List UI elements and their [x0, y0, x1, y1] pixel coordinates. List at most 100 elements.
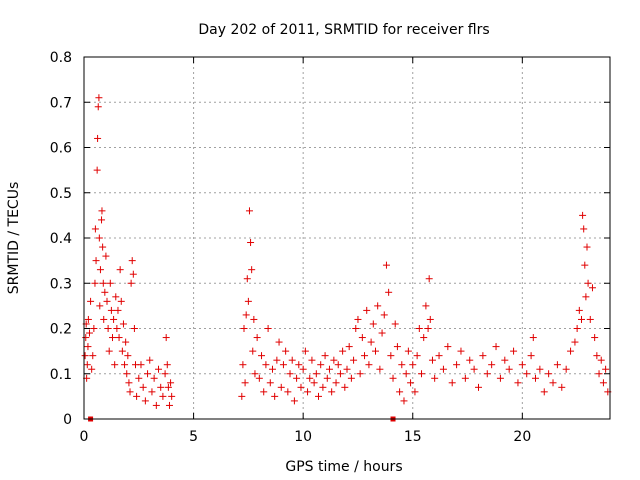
- x-tick-label: 20: [513, 429, 531, 445]
- data-point: [424, 325, 432, 332]
- data-point: [98, 216, 106, 224]
- data-point: [96, 302, 104, 310]
- x-tick-label: 0: [80, 429, 89, 445]
- data-point: [91, 279, 99, 287]
- data-point: [581, 261, 589, 269]
- data-point: [124, 352, 132, 360]
- data-point: [121, 361, 129, 369]
- data-point: [81, 352, 89, 360]
- data-point: [262, 361, 270, 369]
- data-point: [152, 401, 160, 409]
- data-point: [350, 356, 358, 364]
- data-point: [101, 288, 109, 296]
- data-point: [284, 388, 292, 396]
- data-point: [249, 347, 257, 355]
- data-point: [376, 365, 384, 373]
- data-point: [93, 166, 101, 174]
- data-point: [475, 383, 482, 391]
- data-point: [306, 374, 314, 382]
- data-point: [111, 361, 119, 369]
- data-point: [514, 379, 522, 387]
- data-point: [527, 352, 535, 360]
- data-point: [536, 365, 544, 373]
- data-point: [579, 211, 587, 219]
- data-point: [168, 392, 176, 400]
- data-point: [108, 334, 116, 342]
- data-point: [602, 365, 610, 373]
- data-point: [92, 257, 100, 265]
- data-point: [461, 374, 469, 382]
- data-point: [483, 370, 491, 378]
- data-point: [167, 379, 175, 387]
- data-point: [398, 361, 406, 369]
- data-point: [413, 352, 421, 360]
- data-point: [492, 343, 500, 351]
- data-point: [105, 347, 113, 355]
- data-point: [578, 315, 586, 323]
- data-point: [334, 361, 342, 369]
- data-point: [279, 361, 287, 369]
- data-point: [319, 383, 327, 391]
- data-point: [418, 370, 426, 378]
- chart-title: Day 202 of 2011, SRMTID for receiver flr…: [198, 22, 489, 38]
- data-point: [88, 365, 96, 373]
- data-point: [387, 352, 395, 360]
- data-point: [102, 252, 110, 260]
- data-point: [104, 325, 112, 332]
- data-point: [361, 352, 369, 360]
- data-point: [315, 392, 323, 400]
- data-point: [128, 257, 136, 265]
- data-point: [332, 379, 340, 387]
- x-tick-label: 15: [404, 429, 422, 445]
- data-point: [382, 261, 390, 269]
- data-point: [117, 297, 125, 305]
- data-point: [510, 347, 518, 355]
- data-point: [391, 320, 399, 328]
- data-point: [297, 383, 305, 391]
- y-tick-label: 0.4: [50, 231, 72, 247]
- y-tick-label: 0.7: [50, 95, 72, 111]
- data-point: [505, 365, 513, 373]
- data-point: [122, 338, 130, 346]
- data-point: [251, 370, 259, 378]
- data-point: [439, 365, 447, 373]
- data-point: [264, 325, 272, 332]
- data-point: [321, 352, 329, 360]
- data-point: [293, 374, 301, 382]
- data-point: [90, 325, 98, 332]
- data-point: [148, 388, 156, 396]
- data-point: [426, 315, 434, 323]
- data-point: [94, 134, 102, 142]
- data-point: [135, 374, 143, 382]
- data-point: [275, 338, 283, 346]
- data-point: [129, 270, 137, 278]
- data-point: [84, 315, 92, 323]
- data-point: [488, 361, 496, 369]
- data-point: [159, 392, 167, 400]
- data-point: [545, 370, 553, 378]
- data-point: [580, 225, 588, 233]
- data-point: [103, 297, 111, 305]
- data-point: [240, 325, 248, 332]
- data-point: [558, 383, 566, 391]
- data-point: [288, 356, 296, 364]
- data-point: [165, 401, 173, 409]
- data-point: [99, 243, 107, 251]
- data-point: [363, 306, 371, 314]
- data-point: [100, 315, 108, 323]
- data-point: [312, 370, 320, 378]
- data-point: [146, 356, 154, 364]
- data-point: [82, 334, 90, 342]
- data-point: [106, 279, 114, 287]
- x-axis-label: GPS time / hours: [285, 459, 402, 475]
- data-point: [358, 334, 366, 342]
- data-point: [339, 347, 347, 355]
- data-point: [336, 370, 344, 378]
- data-points: [81, 94, 612, 422]
- data-point: [245, 207, 253, 215]
- data-point: [133, 392, 141, 400]
- data-point: [85, 329, 93, 337]
- data-point: [271, 392, 279, 400]
- y-tick-label: 0: [63, 412, 72, 428]
- data-point: [277, 383, 285, 391]
